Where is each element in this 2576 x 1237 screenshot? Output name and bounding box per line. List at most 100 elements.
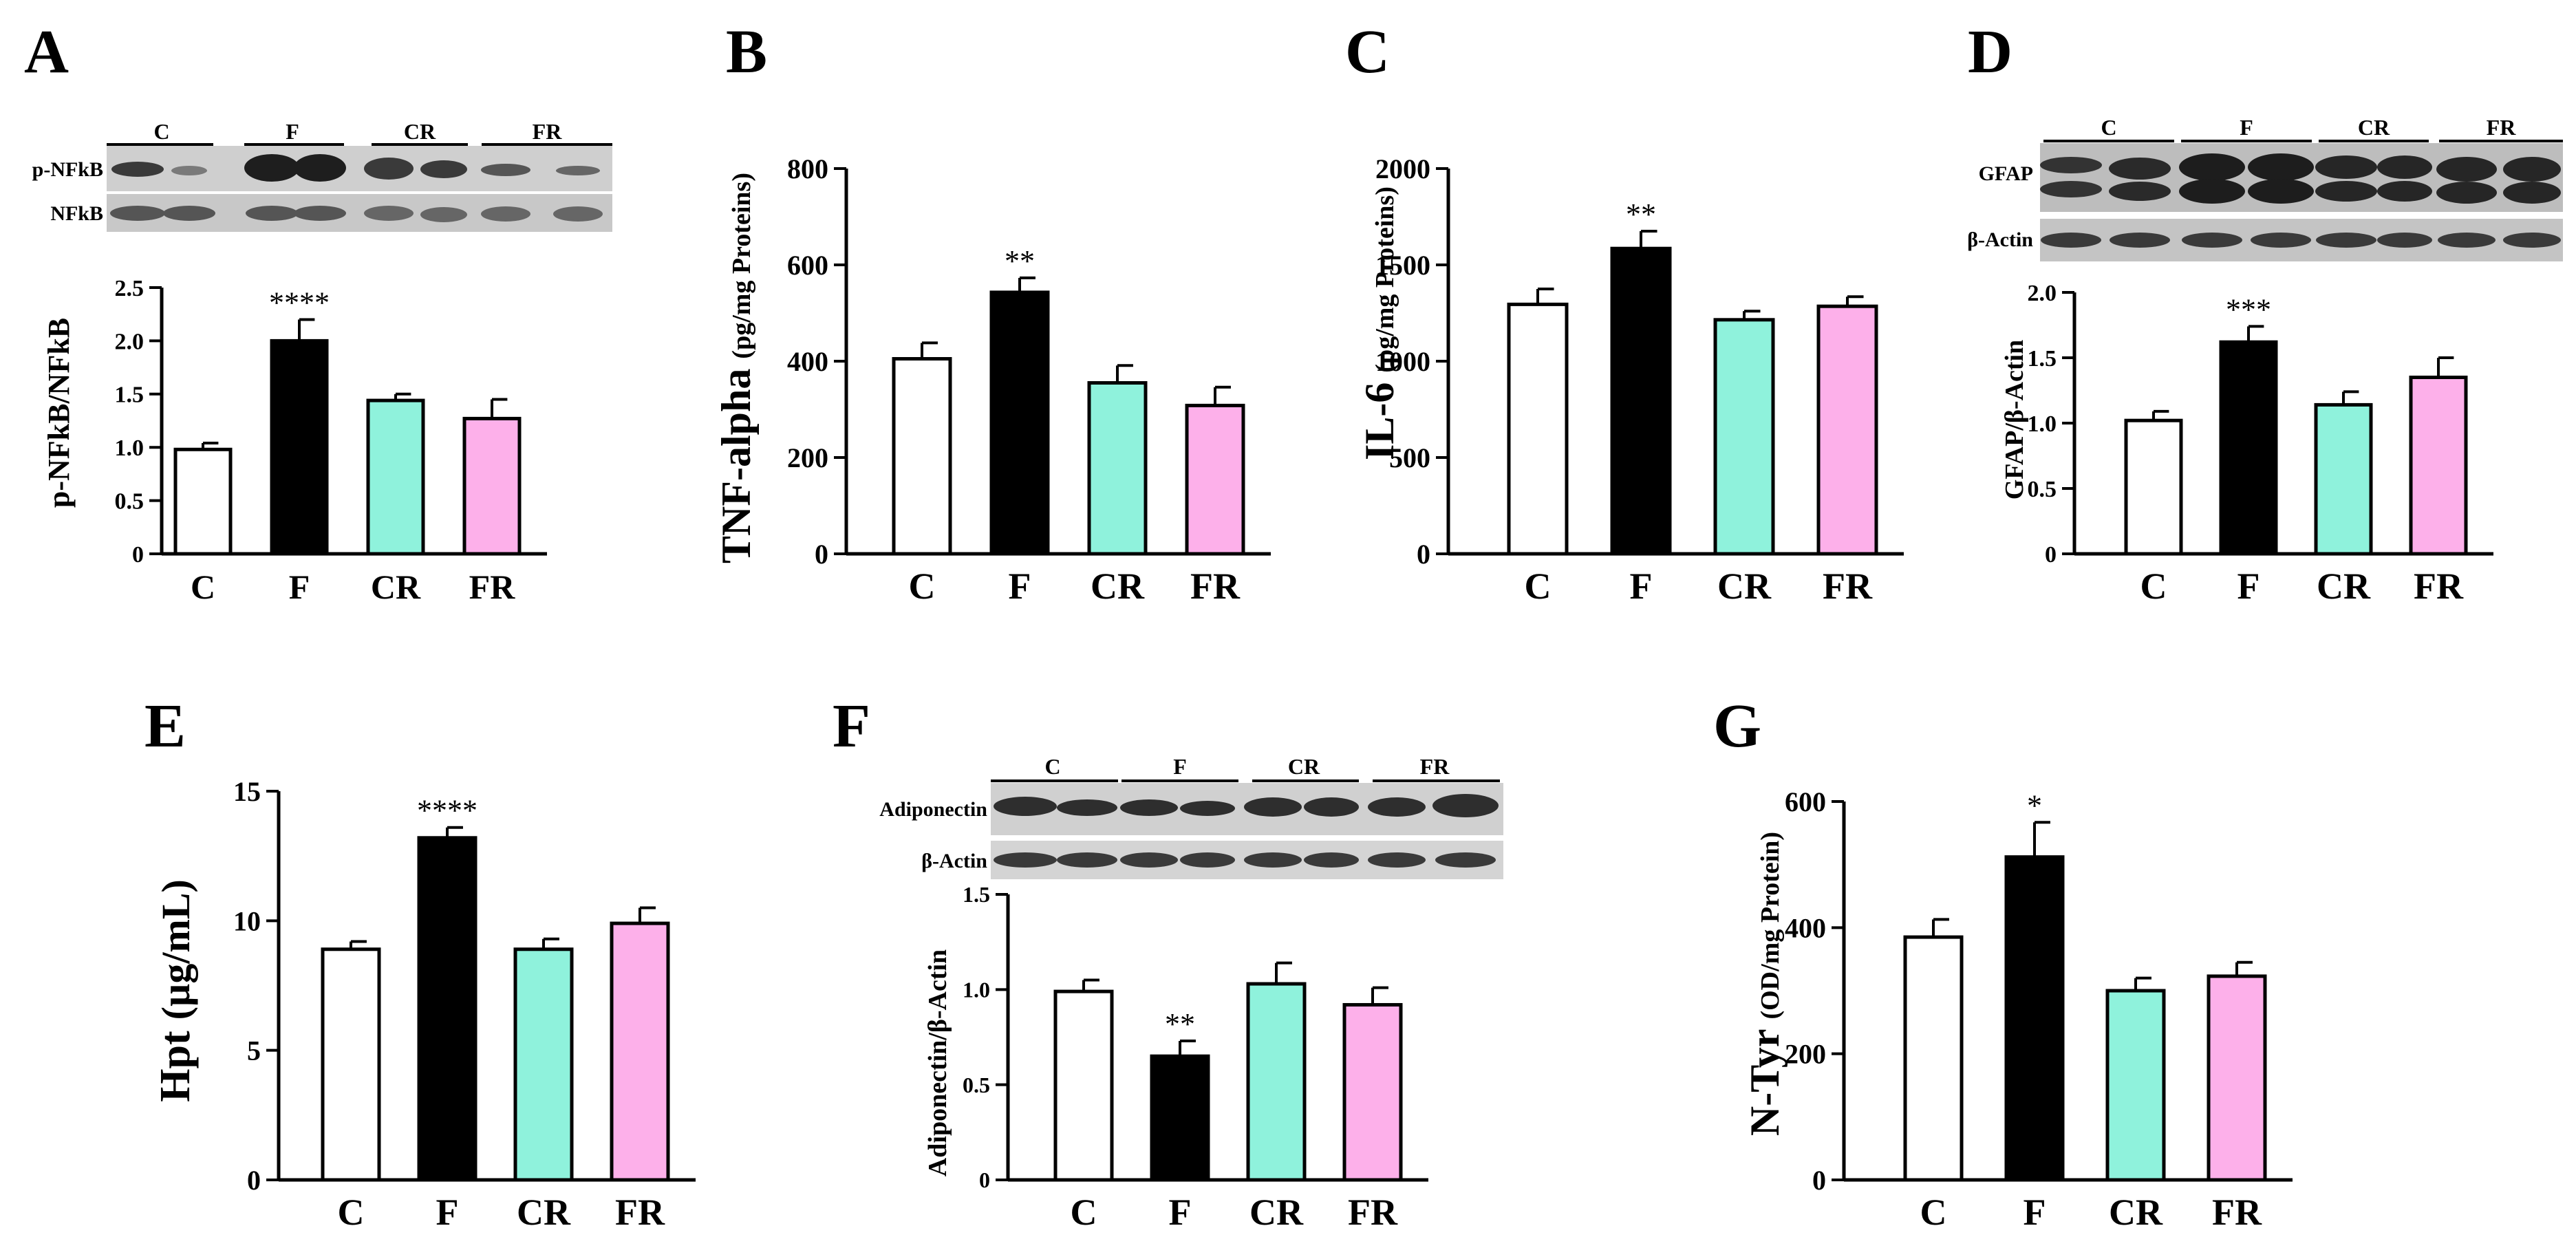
- x-tick-label-e-cr: CR: [517, 1192, 571, 1233]
- panel-e: E 0 5 10 15 C F **** CR FR Hpt (µg/mL): [144, 692, 696, 1233]
- y-tick-label-f-1: 0.5: [963, 1073, 990, 1097]
- blot-a: C F CR FR: [32, 119, 612, 232]
- x-tick-label-e-fr: FR: [615, 1192, 665, 1233]
- lane-label-f-cr: CR: [1288, 754, 1320, 779]
- y-tick-label-a-4: 2.0: [115, 329, 144, 354]
- blot-bands-f: [994, 794, 1499, 868]
- x-tick-label-a-f: F: [289, 568, 310, 606]
- x-tick-label-c-c: C: [1525, 566, 1552, 607]
- bar-d-fr: [2409, 376, 2468, 556]
- significance-d-f: ***: [2226, 292, 2271, 326]
- significance-c-f: **: [1626, 197, 1656, 231]
- panel-label-a: A: [24, 18, 69, 86]
- y-axis-label-d: GFAP/β-Actin: [2000, 340, 2029, 500]
- blot-bands-d: [2040, 153, 2561, 248]
- y-axis-label-g-main: N-Tyr: [1742, 1029, 1788, 1137]
- y-axis-label-f: Adiponectin/β-Actin: [923, 949, 952, 1176]
- y-tick-label-c-1: 500: [1389, 442, 1430, 473]
- bar-c-c: [1507, 302, 1569, 556]
- y-tick-label-d-4: 2.0: [2028, 281, 2057, 306]
- y-tick-label-f-3: 1.5: [963, 882, 990, 907]
- y-tick-label-a-5: 2.5: [115, 276, 144, 301]
- y-tick-label-b-4: 800: [787, 153, 828, 184]
- axes-a: 0 0.5 1.0 1.5 2.0 2.5 C F **** CR FR: [115, 276, 547, 606]
- panel-label-f: F: [833, 692, 870, 760]
- significance-f-f: **: [1165, 1007, 1195, 1041]
- y-axis-label-e-main: Hpt: [152, 1031, 199, 1102]
- y-tick-label-b-3: 600: [787, 250, 828, 281]
- lane-label-f-f: F: [1173, 754, 1187, 779]
- y-tick-label-g-2: 400: [1785, 912, 1826, 943]
- y-tick-label-d-3: 1.5: [2028, 346, 2057, 372]
- lane-label-d-f: F: [2240, 115, 2253, 140]
- y-tick-label-d-2: 1.0: [2028, 411, 2057, 437]
- blot-row-label-f-2: β-Actin: [921, 850, 987, 872]
- y-tick-label-c-0: 0: [1417, 539, 1430, 570]
- x-tick-label-d-c: C: [2140, 566, 2167, 607]
- y-axis-label-g: N-Tyr (OD/mg Protein): [1742, 832, 1788, 1136]
- bar-a-c: [173, 447, 233, 556]
- bar-g-f: [2004, 855, 2065, 1182]
- panel-label-c: C: [1345, 18, 1390, 86]
- y-tick-label-g-1: 200: [1785, 1039, 1826, 1070]
- y-tick-label-c-3: 1500: [1375, 250, 1430, 281]
- x-tick-label-g-cr: CR: [2109, 1192, 2163, 1233]
- y-axis-label-c: IL-6 (pg/mg Proteins): [1357, 186, 1402, 460]
- lane-label-a-cr: CR: [404, 119, 436, 144]
- y-tick-label-a-2: 1.0: [115, 435, 144, 461]
- x-tick-label-b-cr: CR: [1091, 566, 1145, 607]
- lane-label-f-c: C: [1044, 754, 1060, 779]
- y-tick-label-e-0: 0: [247, 1165, 261, 1196]
- bar-f-f: [1150, 1054, 1210, 1182]
- blot-row-label-a-1: p-NFkB: [32, 158, 103, 181]
- blot-bands-a: [110, 154, 603, 222]
- lane-label-f-fr: FR: [1420, 754, 1450, 779]
- blot-row-label-a-2: NFkB: [50, 202, 103, 225]
- y-tick-label-b-2: 400: [787, 346, 828, 377]
- x-tick-label-c-cr: CR: [1717, 566, 1772, 607]
- y-axis-label-c-unit: (pg/mg Proteins): [1371, 186, 1399, 373]
- lane-label-a-fr: FR: [533, 119, 563, 144]
- x-tick-label-f-fr: FR: [1348, 1192, 1398, 1233]
- y-tick-label-d-1: 0.5: [2028, 477, 2057, 502]
- x-tick-label-e-c: C: [338, 1192, 365, 1233]
- bar-d-c: [2124, 418, 2183, 556]
- lane-label-d-c: C: [2101, 115, 2116, 140]
- x-tick-label-f-f: F: [1169, 1192, 1192, 1233]
- y-tick-label-b-0: 0: [815, 539, 828, 570]
- bar-b-f: [989, 290, 1050, 556]
- bar-b-cr: [1087, 381, 1148, 556]
- bar-e-c: [321, 947, 381, 1182]
- blot-row-label-d-1: GFAP: [1979, 162, 2033, 185]
- blot-d: C F CR FR: [1967, 115, 2563, 261]
- y-tick-label-e-3: 15: [233, 776, 261, 807]
- bar-a-cr: [366, 398, 425, 556]
- x-tick-label-g-f: F: [2024, 1192, 2046, 1233]
- bar-g-fr: [2207, 974, 2267, 1182]
- bar-g-c: [1903, 935, 1964, 1182]
- y-tick-label-a-1: 0.5: [115, 489, 144, 515]
- y-tick-label-a-3: 1.5: [115, 383, 144, 408]
- axes-g: 0 200 400 600 C F * CR FR: [1785, 786, 2293, 1233]
- bar-d-f: [2219, 340, 2278, 556]
- x-tick-label-c-fr: FR: [1823, 566, 1873, 607]
- panel-g: G 0 200 400 600 C F * CR FR N-Tyr (OD/mg Protein…: [1713, 692, 2293, 1233]
- bar-f-fr: [1342, 1002, 1403, 1182]
- panel-label-g: G: [1713, 692, 1761, 760]
- x-tick-label-b-f: F: [1009, 566, 1031, 607]
- x-tick-label-g-c: C: [1920, 1192, 1947, 1233]
- bar-e-f: [417, 836, 477, 1182]
- x-tick-label-d-f: F: [2237, 566, 2260, 607]
- lane-label-d-cr: CR: [2358, 115, 2390, 140]
- x-tick-label-f-cr: CR: [1249, 1192, 1304, 1233]
- y-tick-label-c-4: 2000: [1375, 153, 1430, 184]
- panel-label-e: E: [144, 692, 186, 760]
- y-axis-label-g-unit: (OD/mg Protein): [1756, 832, 1785, 1020]
- x-tick-label-f-c: C: [1071, 1192, 1097, 1233]
- bar-b-c: [892, 357, 952, 556]
- panel-d: D C F CR FR: [1967, 18, 2563, 607]
- y-tick-label-e-1: 5: [247, 1035, 261, 1066]
- lane-label-d-fr: FR: [2487, 115, 2517, 140]
- y-tick-label-e-2: 10: [233, 905, 261, 936]
